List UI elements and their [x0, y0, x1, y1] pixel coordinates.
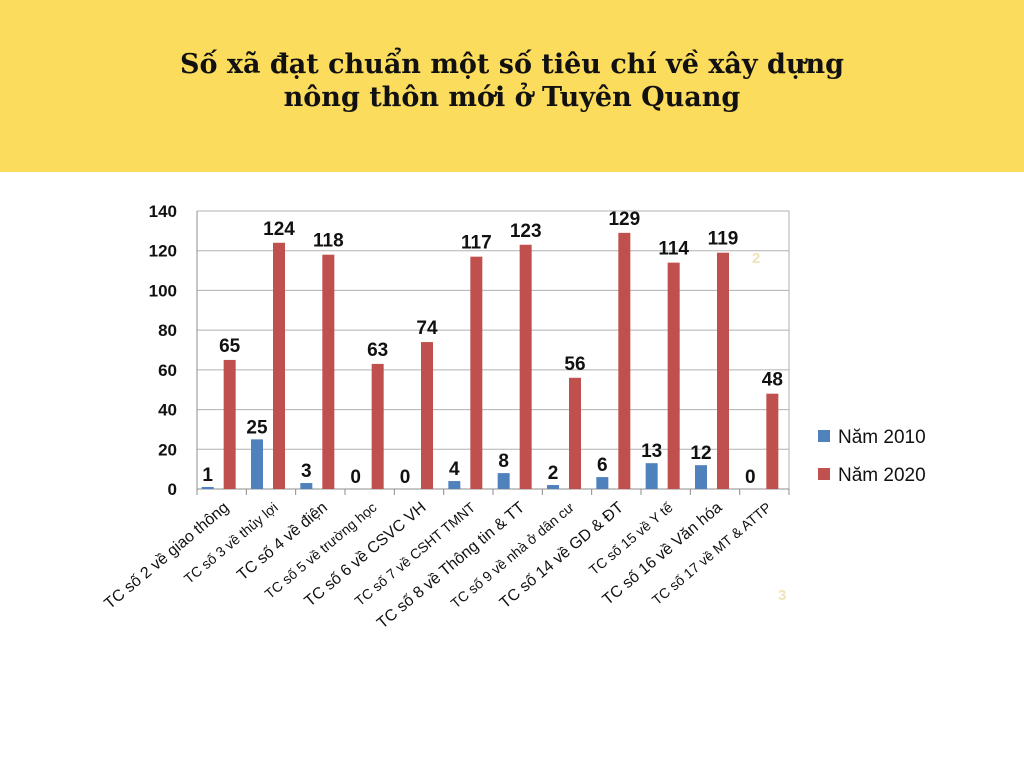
data-label-2010: 3	[301, 461, 312, 482]
data-label-2010: 1	[202, 465, 213, 486]
bar-2010	[251, 439, 263, 489]
bar-2010	[300, 483, 313, 489]
bar-2010	[596, 477, 609, 489]
data-label-2020: 129	[608, 209, 640, 230]
y-tick-label: 20	[158, 440, 177, 459]
title-banner	[0, 0, 1024, 172]
legend-swatch	[818, 468, 830, 480]
data-label-2020: 74	[416, 318, 438, 339]
data-label-2010: 2	[548, 463, 559, 484]
data-label-2010: 0	[745, 467, 756, 488]
bar-2010	[645, 463, 658, 489]
bar-2020	[618, 232, 631, 490]
title-line-1: Số xã đạt chuẩn một số tiêu chí về xây d…	[179, 49, 845, 80]
stray-mark-2: 2	[752, 250, 761, 267]
bar-2020	[569, 377, 581, 489]
data-label-2010: 0	[350, 467, 361, 488]
data-label-2020: 124	[263, 219, 295, 240]
y-tick-label: 80	[158, 321, 177, 340]
legend-label: Năm 2020	[838, 465, 926, 486]
data-label-2020: 56	[564, 354, 585, 375]
y-tick-label: 140	[149, 202, 177, 221]
bar-2010	[201, 487, 214, 489]
bar-2010	[695, 465, 707, 489]
data-label-2010: 25	[246, 417, 268, 438]
legend-label: Năm 2010	[838, 427, 926, 448]
bar-2010	[547, 485, 559, 489]
bar-2020	[519, 244, 532, 489]
data-label-2020: 123	[510, 221, 542, 242]
data-label-2010: 12	[690, 443, 711, 464]
bar-2020	[223, 359, 236, 489]
bar-2020	[667, 262, 680, 489]
bar-2020	[470, 256, 483, 489]
data-label-2020: 118	[313, 231, 344, 252]
data-label-2010: 4	[449, 459, 460, 480]
x-tick-label: TC số 15 về Y tế	[586, 499, 676, 578]
data-label-2020: 48	[762, 370, 783, 391]
y-tick-label: 60	[158, 361, 177, 380]
bar-2010	[448, 481, 461, 489]
bar-2020	[322, 254, 335, 489]
y-tick-label: 0	[168, 480, 177, 499]
stray-mark-3: 3	[778, 587, 787, 604]
data-label-2010: 6	[597, 455, 608, 476]
data-label-2020: 117	[461, 233, 492, 254]
bar-2020	[717, 252, 729, 489]
data-label-2010: 0	[400, 467, 411, 488]
data-label-2020: 114	[658, 239, 689, 260]
y-tick-label: 120	[149, 242, 177, 261]
data-label-2010: 8	[498, 451, 509, 472]
bar-2020	[766, 393, 779, 489]
y-tick-label: 100	[149, 281, 177, 300]
title-line-2: nông thôn mới ở Tuyên Quang	[283, 82, 741, 113]
data-label-2020: 65	[219, 336, 241, 357]
bar-2010	[497, 473, 510, 489]
data-label-2010: 13	[641, 441, 662, 462]
bar-2020	[371, 363, 384, 489]
data-label-2020: 119	[708, 229, 739, 250]
page-title: Số xã đạt chuẩn một số tiêu chí về xây d…	[0, 48, 1024, 114]
data-label-2020: 63	[367, 340, 388, 361]
legend-swatch	[818, 430, 830, 442]
y-tick-label: 40	[158, 401, 177, 420]
bar-2020	[273, 242, 285, 489]
bar-2020	[421, 342, 433, 489]
